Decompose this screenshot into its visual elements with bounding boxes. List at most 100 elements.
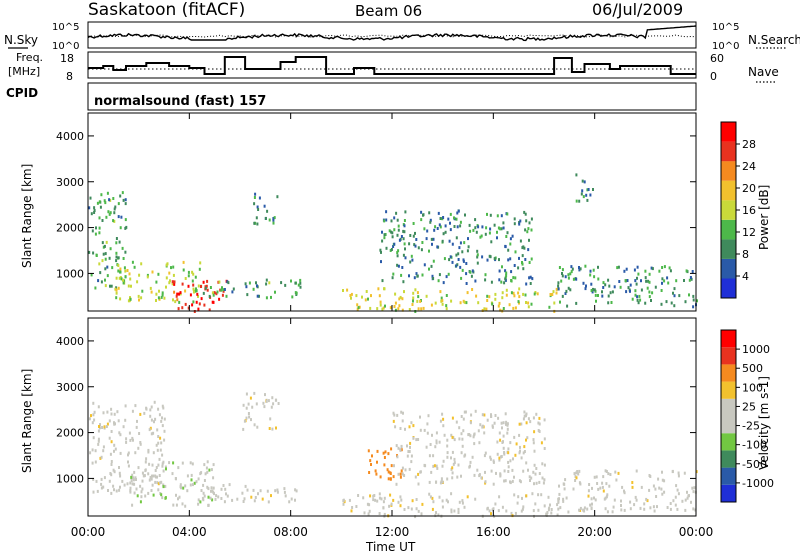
heatmap-cell: [488, 509, 491, 513]
heatmap-cell: [401, 297, 404, 301]
heatmap-cell: [196, 292, 199, 296]
heatmap-cell: [492, 482, 495, 486]
heatmap-cell: [215, 292, 218, 296]
heatmap-cell: [494, 292, 497, 296]
heatmap-cell: [466, 249, 469, 253]
heatmap-cell: [231, 498, 234, 502]
heatmap-cell: [412, 424, 415, 428]
heatmap-cell: [507, 451, 510, 455]
heatmap-cell: [455, 253, 458, 257]
heatmap-cell: [94, 286, 97, 290]
heatmap-cell: [165, 285, 167, 289]
heatmap-cell: [461, 499, 464, 503]
heatmap-cell: [280, 281, 283, 285]
heatmap-cell: [211, 291, 214, 295]
heatmap-cell: [117, 202, 120, 206]
heatmap-cell: [159, 481, 162, 485]
heatmap-cell: [213, 291, 216, 295]
heatmap-cell: [175, 503, 178, 507]
heatmap-cell: [512, 457, 514, 461]
colorbar-tick-label: 25: [742, 400, 756, 413]
heatmap-cell: [187, 274, 190, 278]
heatmap-cell: [490, 469, 493, 473]
heatmap-cell: [165, 467, 167, 471]
heatmap-cell: [118, 240, 121, 244]
heatmap-cell: [122, 425, 125, 429]
heatmap-cell: [139, 441, 142, 444]
heatmap-cell: [569, 272, 572, 276]
heatmap-cell: [108, 198, 111, 202]
heatmap-cell: [400, 448, 403, 452]
heatmap-cell: [421, 502, 424, 506]
heatmap-cell: [590, 282, 593, 286]
heatmap-cell: [380, 260, 382, 264]
heatmap-cell: [501, 426, 503, 430]
heatmap-cell: [151, 270, 154, 274]
heatmap-cell: [578, 508, 581, 512]
heatmap-cell: [159, 436, 162, 440]
heatmap-cell: [466, 495, 469, 499]
heatmap-cell: [477, 301, 480, 305]
heatmap-cell: [420, 248, 423, 252]
heatmap-cell: [105, 215, 108, 219]
heatmap-cell: [141, 289, 144, 293]
heatmap-cell: [567, 276, 570, 280]
heatmap-cell: [395, 211, 398, 215]
heatmap-cell: [419, 415, 421, 419]
colorbar-tick-label: 100: [742, 381, 763, 394]
heatmap-cell: [157, 488, 160, 492]
heatmap-cell: [224, 487, 227, 491]
heatmap-cell: [115, 237, 118, 240]
heatmap-cell: [131, 436, 134, 440]
heatmap-cell: [435, 464, 438, 468]
colorbar-segment: [721, 364, 736, 382]
heatmap-cell: [458, 437, 461, 441]
heatmap-cell: [489, 255, 492, 259]
heatmap-cell: [400, 444, 403, 448]
heatmap-cell: [383, 463, 386, 467]
xtick-label: 08:00: [273, 525, 308, 539]
heatmap-cell: [509, 237, 512, 241]
heatmap-cell: [597, 294, 599, 297]
heatmap-cell: [538, 472, 541, 475]
heatmap-cell: [471, 269, 474, 273]
heatmap-cell: [448, 258, 451, 262]
heatmap-cell: [634, 279, 637, 283]
heatmap-cell: [696, 299, 698, 303]
heatmap-cell: [187, 270, 190, 274]
heatmap-cell: [490, 414, 492, 418]
heatmap-cell: [403, 219, 406, 222]
heatmap-cell: [157, 407, 160, 411]
heatmap-cell: [445, 498, 448, 502]
heatmap-cell: [483, 431, 486, 435]
heatmap-cell: [636, 298, 639, 302]
heatmap-cell: [187, 306, 190, 310]
heatmap-cell: [197, 307, 200, 311]
heatmap-cell: [156, 475, 158, 479]
heatmap-cell: [668, 266, 671, 270]
heatmap-cell: [268, 218, 271, 222]
heatmap-cell: [110, 460, 113, 463]
heatmap-cell: [624, 279, 627, 283]
heatmap-cell: [527, 227, 530, 231]
heatmap-cell: [437, 211, 440, 215]
heatmap-cell: [357, 494, 360, 497]
heatmap-cell: [157, 435, 160, 438]
heatmap-cell: [643, 507, 646, 511]
heatmap-cell: [484, 232, 487, 236]
heatmap-cell: [376, 449, 379, 453]
heatmap-cell: [378, 512, 381, 515]
heatmap-cell: [602, 475, 605, 479]
heatmap-cell: [195, 480, 198, 484]
heatmap-cell: [423, 263, 426, 267]
heatmap-cell: [106, 422, 109, 426]
heatmap-cell: [521, 261, 523, 264]
heatmap-cell: [672, 499, 675, 503]
heatmap-cell: [140, 490, 143, 494]
heatmap-cell: [518, 222, 521, 226]
heatmap-cell: [412, 296, 415, 300]
heatmap-cell: [661, 277, 664, 281]
heatmap-cell: [258, 196, 261, 200]
heatmap-cell: [156, 448, 159, 452]
